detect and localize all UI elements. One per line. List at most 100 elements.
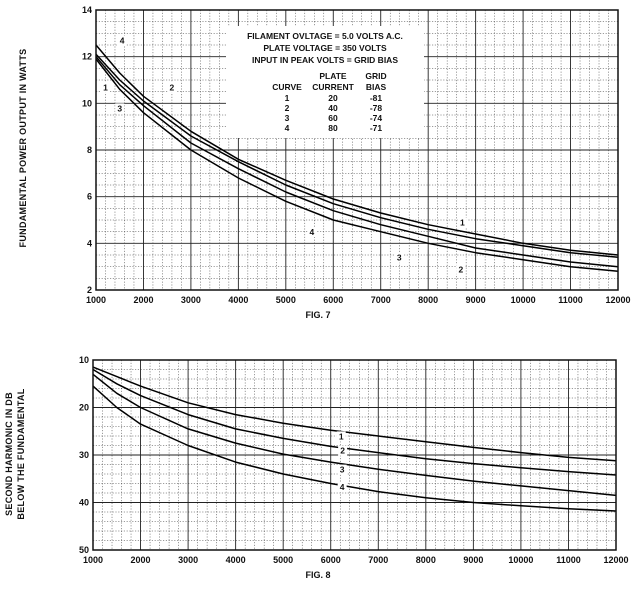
series-line-curve-3: [95, 58, 619, 273]
y-tick-label: 10: [79, 355, 89, 365]
table-row-3-bias: -74: [370, 113, 383, 123]
y-tick-label: 50: [79, 545, 89, 555]
x-tick-label: 9000: [466, 295, 486, 305]
curve-number-label: 4: [340, 482, 345, 492]
table-row-2-curve: 2: [285, 103, 290, 113]
curve-label-backdrop: [337, 482, 347, 493]
x-tick-label: 2000: [133, 295, 153, 305]
curve-number-label: 3: [397, 253, 402, 263]
y-tick-label: 12: [82, 52, 92, 62]
fig8-curve-labels: 1 2 3 4: [336, 431, 348, 493]
x-tick-label: 1000: [83, 555, 103, 565]
table-row-4-current: 80: [328, 123, 338, 133]
curve-number-label: 4: [120, 36, 125, 46]
curve-label-backdrop: [338, 445, 348, 456]
fig8-plot-frame: [92, 359, 617, 551]
x-tick-label: 6000: [323, 295, 343, 305]
fig7-series: [95, 44, 619, 273]
curve-number-label: 3: [117, 103, 122, 113]
curve-label-backdrop: [394, 252, 404, 263]
y-tick-label: 10: [82, 98, 92, 108]
table-header-curve: CURVE: [272, 82, 302, 92]
x-tick-label: 9000: [463, 555, 483, 565]
y-tick-label: 4: [87, 238, 92, 248]
x-tick-label: 11000: [556, 555, 581, 565]
x-tick-label: 4000: [226, 555, 246, 565]
x-tick-label: 10000: [511, 295, 536, 305]
fig7-caption: FIG. 7: [305, 310, 330, 320]
curve-number-label: 2: [459, 264, 464, 274]
curve-label-backdrop: [100, 82, 110, 93]
x-tick-label: 1000: [86, 295, 106, 305]
series-line-curve-4: [95, 44, 619, 256]
fig7-y-axis-label: FUNDAMENTAL POWER OUTPUT IN WATTS: [18, 49, 28, 248]
y-tick-label: 20: [79, 403, 89, 413]
series-line-curve-2: [92, 368, 617, 476]
table-row-1-current: 20: [328, 93, 338, 103]
fig7-chart: 1000 2000 3000 4000 5000 6000 7000 8000 9000 1000…: [18, 5, 631, 320]
curve-number-label: 3: [340, 465, 345, 475]
fig8-caption: FIG. 8: [305, 570, 330, 580]
x-tick-label: 2000: [131, 555, 151, 565]
table-row-1-bias: -81: [370, 93, 383, 103]
table-row-4-curve: 4: [285, 123, 290, 133]
table-row-3-current: 60: [328, 113, 338, 123]
curve-number-label: 1: [103, 82, 108, 92]
series-line-curve-3: [92, 373, 617, 497]
table-header-plate: PLATE: [319, 71, 347, 81]
curve-label-backdrop: [457, 217, 467, 228]
x-tick-label: 10000: [508, 555, 533, 565]
x-tick-label: 5000: [273, 555, 293, 565]
series-line-curve-2: [95, 56, 619, 268]
fig7-info-box: FILAMENT OVLTAGE = 5.0 VOLTS A.C. PLATE …: [226, 26, 424, 138]
x-tick-label: 8000: [418, 295, 438, 305]
series-line-curve-1: [95, 53, 619, 259]
y-tick-label: 6: [87, 192, 92, 202]
y-tick-label: 14: [82, 5, 92, 15]
y-tick-label: 2: [87, 285, 92, 295]
curve-label-backdrop: [307, 227, 317, 237]
curve-label-backdrop: [115, 103, 125, 114]
x-tick-label: 4000: [228, 295, 248, 305]
table-row-1-curve: 1: [285, 93, 290, 103]
info-line-3: INPUT IN PEAK VOLTS = GRID BIAS: [252, 55, 398, 65]
x-tick-label: 8000: [416, 555, 436, 565]
fig8-y-axis-label-line-1: SECOND HARMONIC IN DB: [4, 392, 14, 516]
curve-number-label: 1: [339, 431, 344, 441]
fig8-y-axis-label-line-2: BELOW THE FUNDAMENTAL: [16, 388, 26, 519]
curve-number-label: 2: [170, 82, 175, 92]
curve-number-label: 2: [340, 446, 345, 456]
table-row-3-curve: 3: [285, 113, 290, 123]
curve-label-backdrop: [167, 82, 177, 93]
series-line-curve-1: [92, 366, 617, 462]
fig8-series: [92, 366, 617, 512]
x-tick-label: 7000: [368, 555, 388, 565]
x-tick-label: 3000: [178, 555, 198, 565]
table-row-2-current: 40: [328, 103, 338, 113]
fig7-plot-frame: [95, 9, 619, 291]
series-line-curve-4: [92, 385, 617, 512]
table-header-bias: BIAS: [366, 82, 387, 92]
table-header-current: CURRENT: [312, 82, 354, 92]
fig8-grid: [92, 359, 617, 551]
table-row-2-bias: -78: [370, 103, 383, 113]
table-header-grid: GRID: [365, 71, 386, 81]
y-tick-label: 40: [79, 498, 89, 508]
curve-label-backdrop: [117, 35, 127, 46]
fig8-chart: 1000 2000 3000 4000 5000 6000 7000 8000 9000 1000…: [4, 355, 629, 580]
x-tick-label: 12000: [603, 555, 628, 565]
curve-label-backdrop: [336, 431, 346, 442]
y-tick-label: 8: [87, 145, 92, 155]
fig8-tick-labels: 1000 2000 3000 4000 5000 6000 7000 8000 9000 1000…: [79, 355, 629, 565]
x-tick-label: 7000: [371, 295, 391, 305]
info-line-2: PLATE VOLTAGE = 350 VOLTS: [263, 43, 387, 53]
curve-label-backdrop: [456, 264, 466, 275]
x-tick-label: 6000: [321, 555, 341, 565]
info-line-1: FILAMENT OVLTAGE = 5.0 VOLTS A.C.: [247, 31, 403, 41]
y-tick-label: 30: [79, 450, 89, 460]
curve-label-backdrop: [337, 464, 347, 475]
table-row-4-bias: -71: [370, 123, 383, 133]
x-tick-label: 3000: [181, 295, 201, 305]
